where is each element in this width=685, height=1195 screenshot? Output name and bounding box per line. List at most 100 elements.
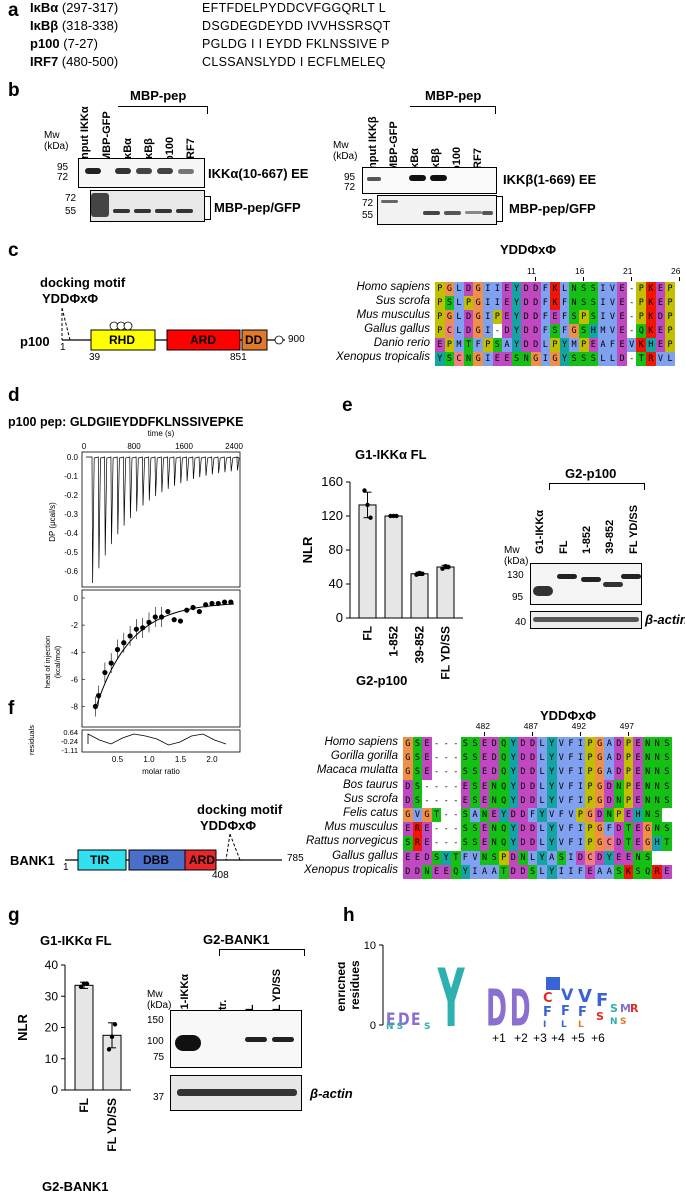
data-point xyxy=(112,1022,118,1027)
alignment-cell: Y xyxy=(546,779,557,794)
alignment-cell: S xyxy=(492,338,503,352)
alignment-cell: - xyxy=(453,767,459,778)
alignment-tick: 21 xyxy=(623,266,633,276)
alignment-cell: F xyxy=(575,864,586,879)
alignment-cell: E xyxy=(655,338,666,352)
domain-dd xyxy=(241,329,268,351)
alignment-cell: D xyxy=(518,765,528,780)
alignment-cell: - xyxy=(443,767,449,778)
alignment-cell: D xyxy=(489,737,499,752)
isotherm-frame xyxy=(81,589,241,728)
alignment-cell: T xyxy=(662,836,672,851)
alignment-cell: D xyxy=(604,793,615,808)
alignment-cell: G xyxy=(422,808,432,823)
alignment-title: YDDΦxΦ xyxy=(540,708,597,723)
blot-target xyxy=(530,563,642,605)
lane-label: 39-852 xyxy=(604,519,616,554)
alignment-cell: V xyxy=(556,737,567,752)
residuals-frame xyxy=(81,729,241,753)
alignment-cell: E xyxy=(633,836,643,851)
isotherm-point xyxy=(171,617,177,623)
chart-title: G1-IKKα FL xyxy=(355,447,427,462)
alignment-cell: Y xyxy=(508,793,519,808)
dp-tick: -0.1 xyxy=(64,472,78,481)
group-bracket-end xyxy=(304,949,305,956)
logo-letter: R xyxy=(630,1002,638,1015)
alignment-cell: Y xyxy=(546,793,557,808)
y-tick-label: 40 xyxy=(329,576,343,591)
alignment-cell: E xyxy=(479,779,490,794)
seq-name: IκBα xyxy=(30,0,59,15)
blot-bottom xyxy=(90,190,205,222)
alignment-cell: D xyxy=(463,324,474,338)
heat-axis-label: (kcal/mol) xyxy=(53,645,62,678)
alignment-cell: G xyxy=(473,352,483,366)
alignment-cell: P xyxy=(585,793,595,808)
itc-plot: time (s) 0 800 1600 2400 0.0 -0.1 -0.2 -0.3 -0.4 -… xyxy=(27,429,243,776)
position-label: 1 xyxy=(60,342,66,353)
alignment-cell: S xyxy=(556,850,567,865)
isotherm-point xyxy=(121,640,127,646)
logo-position: +2 xyxy=(514,1031,528,1045)
y-tick-label: 0 xyxy=(336,610,343,625)
logo-letter: S xyxy=(596,1010,604,1023)
alignment-cell: S xyxy=(614,864,624,879)
alignment-cell: H xyxy=(633,808,643,823)
alignment-cell: N xyxy=(633,850,643,865)
alignment-tick: 492 xyxy=(571,721,586,731)
time-tick: 0 xyxy=(82,442,87,451)
alignment-cell: D xyxy=(508,850,519,865)
panel-letter-b: b xyxy=(8,80,20,101)
logo-y-label-line2: residues xyxy=(348,960,362,1010)
alignment-cell: S xyxy=(444,352,455,366)
heat-tick: -6 xyxy=(71,675,79,684)
species-name: Xenopus tropicalis xyxy=(336,351,430,363)
alignment-cell: G xyxy=(473,310,483,324)
isotherm-point xyxy=(108,660,114,666)
alignment-cell: P xyxy=(636,296,647,310)
alignment-cell: I xyxy=(575,765,586,780)
alignment-cell: H xyxy=(588,324,599,338)
alignment-cell: I xyxy=(482,282,493,296)
species-name: Homo sapiens xyxy=(356,281,430,293)
molar-ratio-tick: 1.0 xyxy=(143,755,155,764)
bank1-domain-svg xyxy=(65,833,282,871)
alignment-cell: Y xyxy=(511,282,522,296)
logo-letter: L xyxy=(578,1020,584,1030)
alignment-cell: D xyxy=(530,338,541,352)
lane-label: Input IKKα xyxy=(79,106,91,162)
alignment-cell: Q xyxy=(498,737,509,752)
mw-tick: 40 xyxy=(515,617,527,628)
dp-tick: -0.5 xyxy=(64,548,78,557)
alignment-cell: F xyxy=(460,850,471,865)
alignment-tick: 26 xyxy=(671,266,681,276)
alignment-cell: D xyxy=(521,296,531,310)
alignment-cell: C xyxy=(585,850,595,865)
alignment-cell: Q xyxy=(498,793,509,808)
alignment-cell: I xyxy=(575,751,586,766)
alignment-cell: N xyxy=(569,296,579,310)
alignment-cell: N xyxy=(569,282,579,296)
molar-ratio-tick: 2.0 xyxy=(206,755,218,764)
alignment-cell: P xyxy=(578,310,589,324)
alignment-cell: N xyxy=(479,850,490,865)
alignment-cell: F xyxy=(566,836,576,851)
isotherm-point xyxy=(92,703,99,710)
docking-motif-seq: YDDΦxΦ xyxy=(200,818,257,833)
alignment-cell: E xyxy=(617,338,627,352)
logo-letter: I xyxy=(543,1020,546,1030)
alignment-cell: S xyxy=(412,737,423,752)
alignment-cell: D xyxy=(489,765,499,780)
alignment-cell: D xyxy=(614,765,624,780)
itc-title: p100 pep: GLDGIIEYDDFKLNSSIVEPKE xyxy=(8,415,244,429)
alignment-cell: - xyxy=(629,284,635,294)
species-name: Sus scrofa xyxy=(375,295,430,307)
alignment-cell: S xyxy=(470,751,480,766)
logo-letters: E D E N S S Y D D C F I V F L V F L F S … xyxy=(386,952,638,1046)
heat-axis-label: heat of injection xyxy=(43,636,52,689)
alignment-cell: Y xyxy=(498,808,509,823)
alignment-cell: E xyxy=(502,296,512,310)
